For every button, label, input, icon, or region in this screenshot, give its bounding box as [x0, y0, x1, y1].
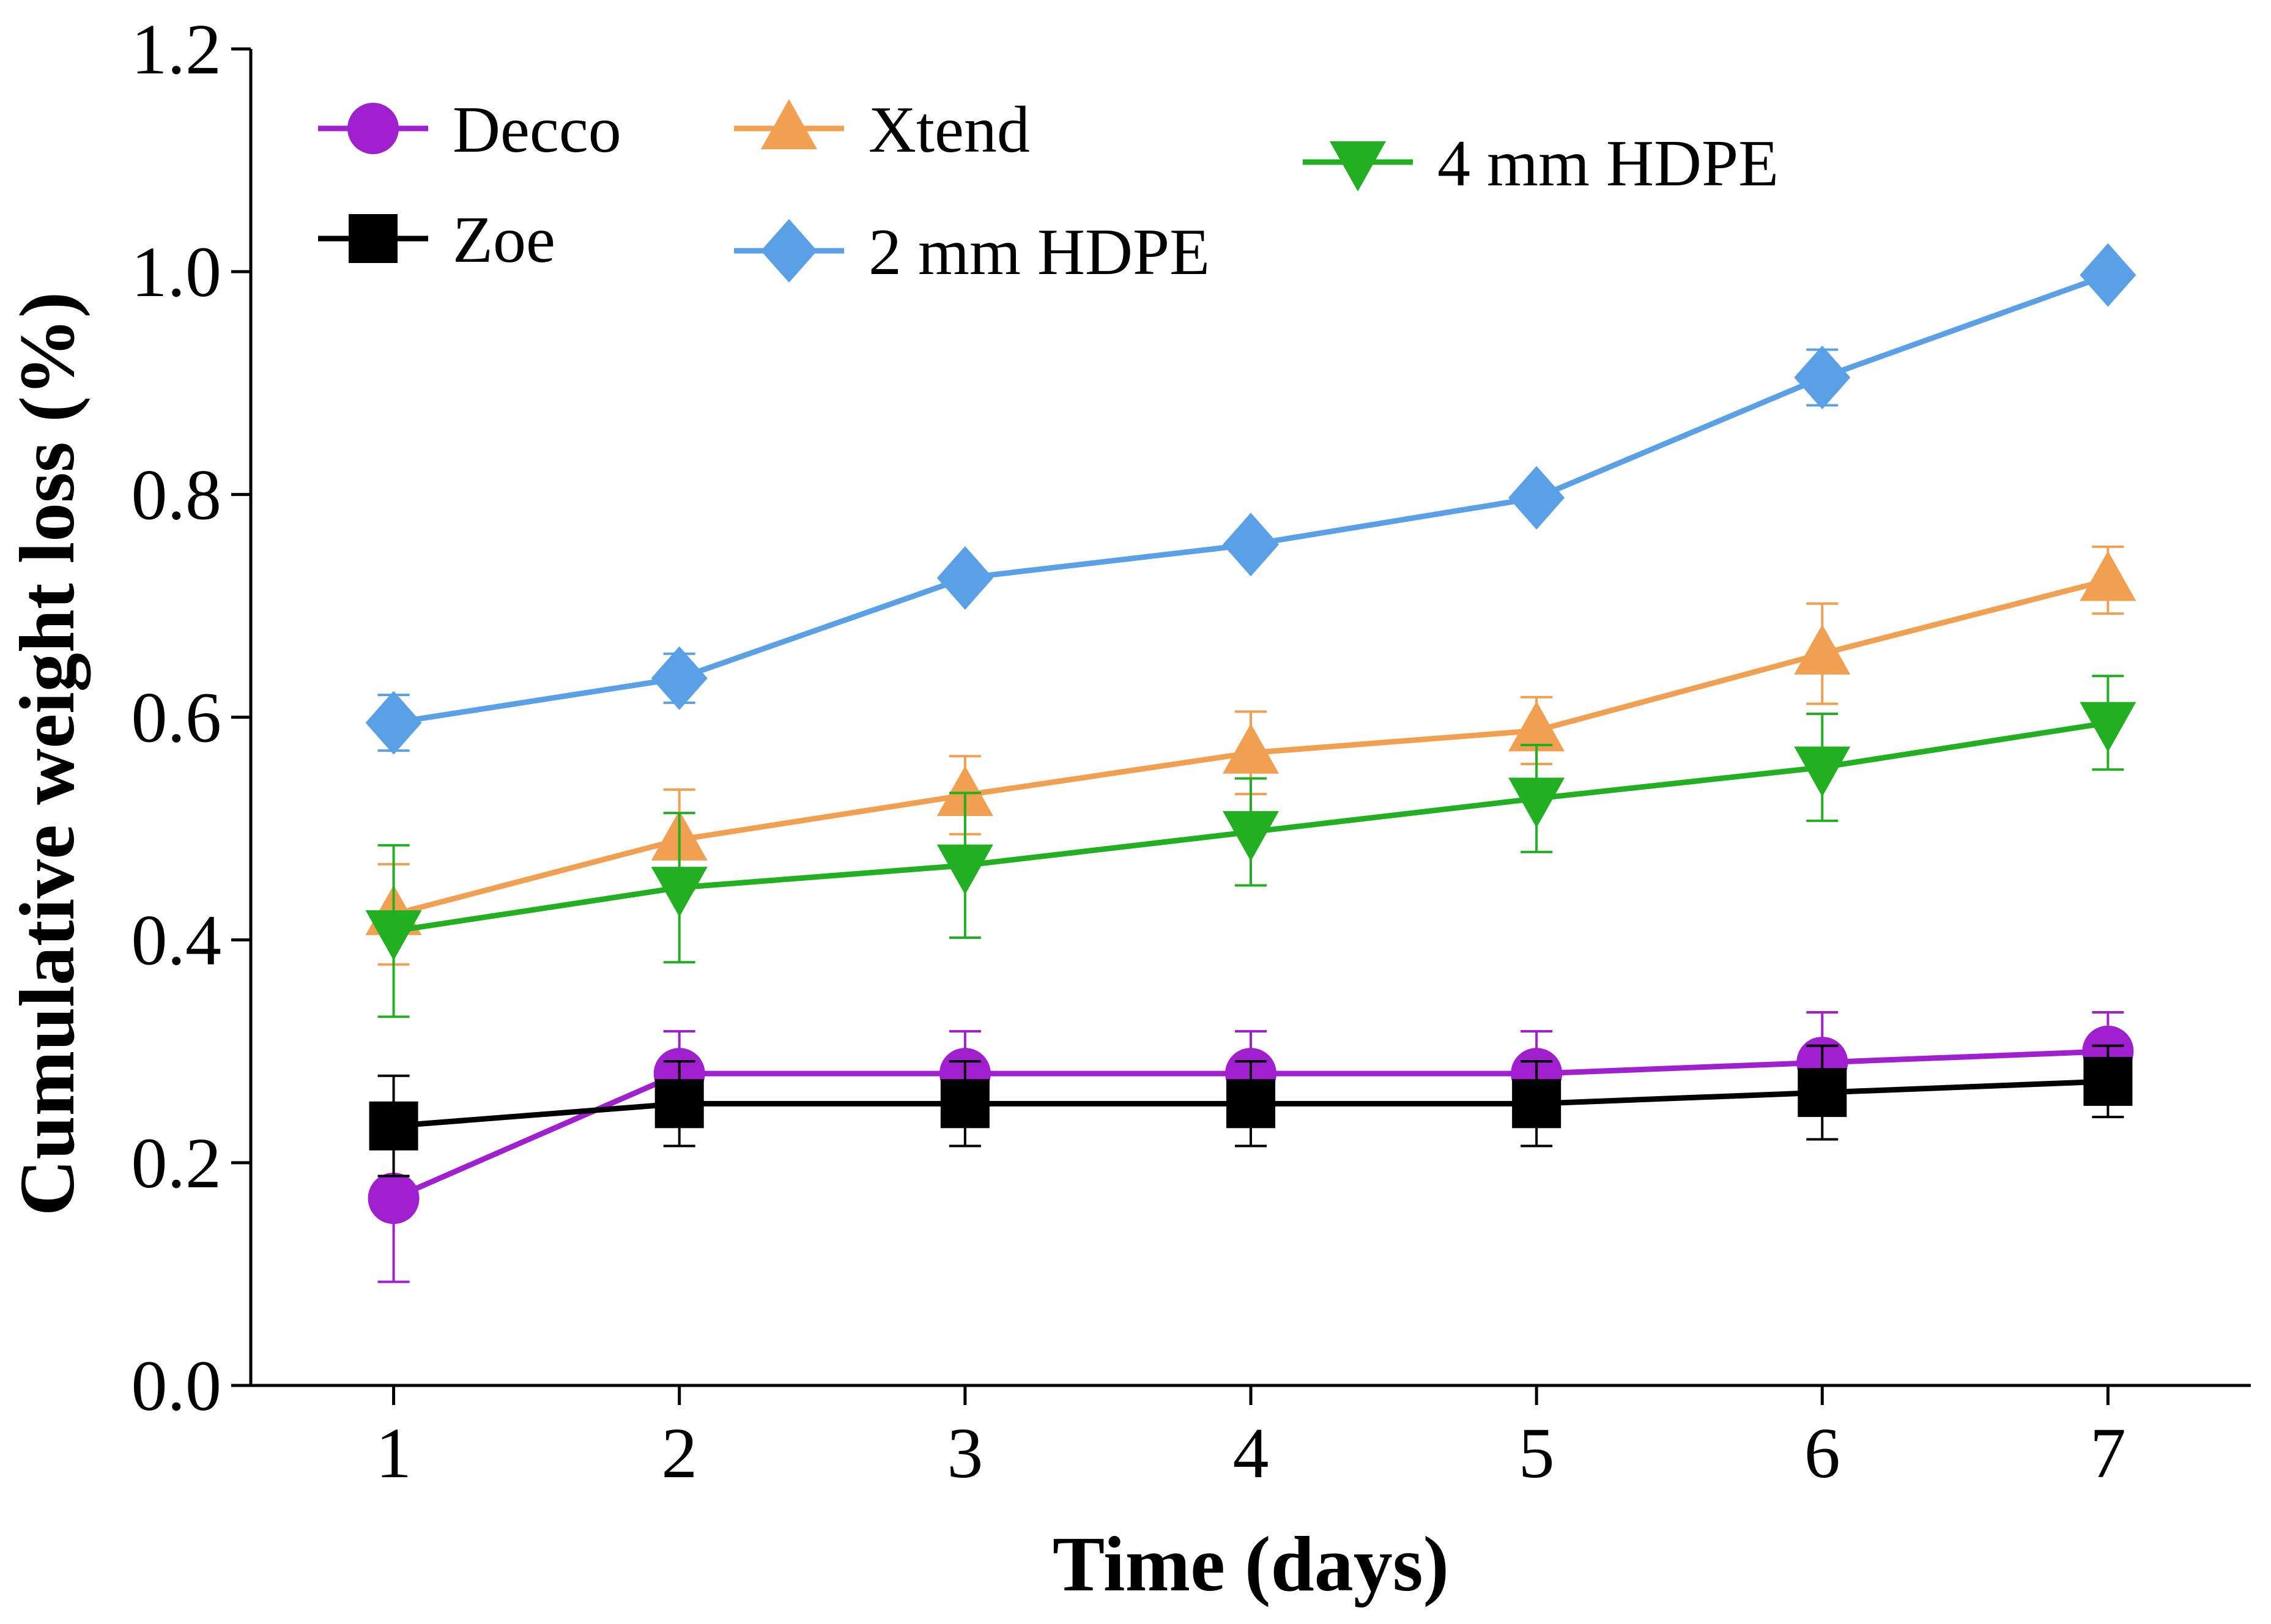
data-point [365, 691, 422, 755]
data-point [2080, 702, 2136, 752]
data-point [1508, 777, 1565, 828]
data-point [936, 844, 993, 895]
legend-label: 4 mm HDPE [1437, 127, 1779, 200]
legend-label: Xtend [869, 94, 1030, 166]
legend-marker [761, 219, 817, 283]
data-point [1226, 1079, 1275, 1129]
data-point [365, 910, 422, 961]
y-tick-label: 1.2 [132, 9, 222, 89]
y-tick-label: 1.0 [132, 232, 222, 312]
data-point [940, 1079, 990, 1129]
series-xtend [365, 545, 2136, 966]
y-tick-label: 0.8 [132, 454, 222, 535]
data-point [654, 1079, 704, 1129]
legend-item: Zoe [318, 204, 555, 276]
x-tick-label: 5 [1519, 1413, 1555, 1493]
legend-marker [761, 99, 817, 149]
series-layer [365, 243, 2136, 1283]
legend-label: Zoe [453, 204, 555, 276]
x-tick-label: 1 [376, 1413, 412, 1493]
legend-label: 2 mm HDPE [869, 216, 1210, 289]
series-4-mm-hdpe [365, 675, 2136, 1018]
data-point [369, 1101, 418, 1151]
y-tick-label: 0.4 [132, 900, 222, 981]
data-point [936, 546, 993, 610]
x-tick-label: 6 [1804, 1413, 1840, 1493]
x-tick-label: 4 [1233, 1413, 1269, 1493]
legend-item: Decco [318, 94, 621, 166]
data-point [1512, 1079, 1562, 1129]
legend: Decco Zoe Xtend 2 mm HDPE 4 mm HDPE [318, 94, 1779, 289]
data-point [1223, 811, 1279, 862]
data-point [2083, 1056, 2133, 1106]
axes: 0.0 0.2 0.4 0.6 0.8 1.0 1.2 1 2 3 4 5 6 7 [132, 9, 2251, 1493]
legend-marker [347, 103, 399, 154]
legend-marker [349, 214, 398, 263]
legend-label: Decco [453, 94, 621, 166]
data-point [2080, 551, 2136, 601]
legend-item: 2 mm HDPE [734, 216, 1210, 289]
x-tick-label: 7 [2090, 1413, 2126, 1493]
data-point [2080, 243, 2136, 307]
data-point [936, 765, 993, 816]
x-tick-label: 3 [947, 1413, 983, 1493]
data-point [1223, 513, 1279, 577]
data-point [368, 1173, 420, 1225]
data-point [1794, 624, 1851, 675]
x-tick-label: 2 [661, 1413, 697, 1493]
data-point [1508, 701, 1565, 752]
y-axis-title: Cumulative weight loss (%) [4, 292, 91, 1216]
y-tick-label: 0.2 [132, 1123, 222, 1203]
series-2-mm-hdpe [365, 243, 2136, 755]
data-point [1223, 723, 1279, 774]
series-line [393, 272, 2109, 726]
y-tick-label: 0.0 [132, 1346, 222, 1426]
legend-marker [1330, 141, 1386, 191]
data-point [1794, 346, 1851, 410]
y-tick-label: 0.6 [132, 678, 222, 758]
data-point [1798, 1068, 1847, 1118]
legend-item: 4 mm HDPE [1303, 127, 1779, 200]
data-point [651, 646, 708, 710]
data-point [651, 867, 708, 918]
x-axis-title: Time (days) [1053, 1521, 1449, 1607]
data-point [1794, 746, 1851, 797]
legend-item: Xtend [734, 94, 1030, 166]
series-zoe [369, 1044, 2133, 1177]
data-point [1508, 465, 1565, 530]
